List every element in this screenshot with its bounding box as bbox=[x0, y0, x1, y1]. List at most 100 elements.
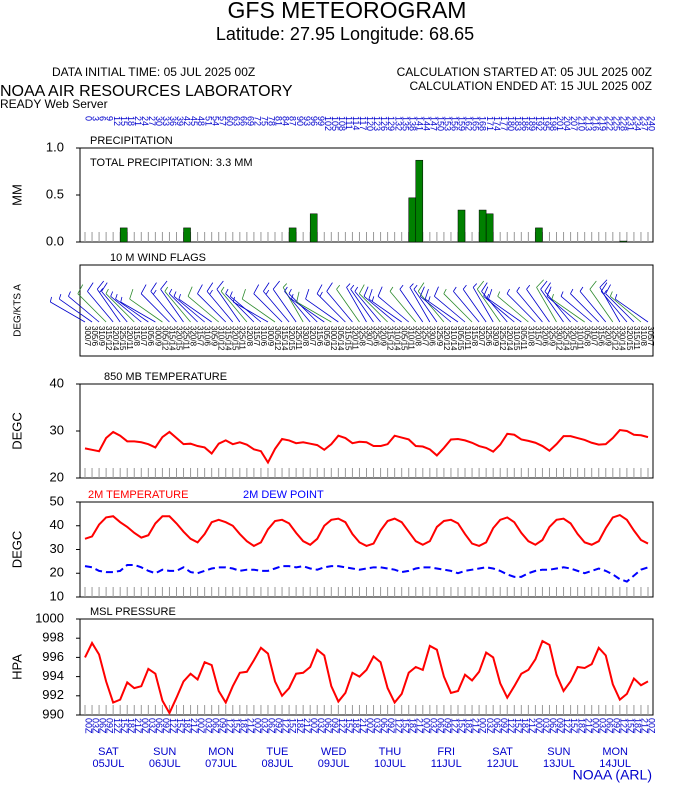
wind-label: 320/15 bbox=[231, 326, 240, 351]
bottom-hour-label: 18Z bbox=[633, 718, 643, 734]
wind-label: 320/9 bbox=[604, 326, 613, 347]
top-hour-label: 177 bbox=[499, 116, 509, 131]
wind-label: 325/9 bbox=[547, 326, 556, 347]
wind-barb bbox=[77, 284, 107, 323]
y-tick-label: 998 bbox=[42, 630, 64, 645]
wind-barb bbox=[350, 284, 374, 323]
top-hour-label: 18 bbox=[126, 116, 136, 126]
wind-barb bbox=[363, 286, 395, 323]
wind-barb bbox=[389, 286, 417, 323]
top-hour-label: 216 bbox=[590, 116, 600, 131]
bottom-hour-label: 03Z bbox=[597, 718, 607, 734]
top-hour-label: 51 bbox=[203, 116, 213, 126]
top-hour-label: 57 bbox=[217, 116, 227, 126]
wind-barb bbox=[305, 289, 339, 323]
bottom-hour-label: 03Z bbox=[203, 718, 213, 734]
wind-label: 305/15 bbox=[400, 326, 409, 351]
wind-barb bbox=[129, 289, 163, 323]
bottom-hour-label: 21Z bbox=[583, 718, 593, 734]
top-hour-label: 36 bbox=[168, 116, 178, 126]
precip-bar bbox=[457, 209, 466, 243]
wind-barb bbox=[368, 289, 402, 323]
y-tick-label: 20 bbox=[50, 469, 64, 484]
wind-barb bbox=[399, 284, 424, 323]
bottom-hour-label: 09Z bbox=[217, 718, 227, 734]
top-hour-label: 171 bbox=[485, 116, 495, 131]
date-label: 14JUL bbox=[599, 758, 631, 770]
footer: NOAA (ARL) bbox=[573, 767, 652, 783]
initial-time: DATA INITIAL TIME: 05 JUL 2025 00Z bbox=[52, 65, 255, 79]
wind-label: 330/8 bbox=[301, 326, 310, 347]
y-tick-label: 0.0 bbox=[46, 233, 64, 248]
bottom-hour-label: 06Z bbox=[267, 718, 277, 734]
bottom-hour-label: 15Z bbox=[513, 718, 523, 734]
wind-label: 320/6 bbox=[540, 326, 549, 347]
wind-barb bbox=[164, 286, 191, 323]
bottom-hour-label: 21Z bbox=[527, 718, 537, 734]
wind-barb bbox=[605, 284, 635, 323]
bottom-hour-label: 00Z bbox=[647, 718, 657, 734]
top-hour-label: 75 bbox=[260, 116, 270, 126]
bottom-hour-label: 18Z bbox=[295, 718, 305, 734]
wind-barb bbox=[120, 296, 156, 323]
bottom-hour-label: 09Z bbox=[443, 718, 453, 734]
top-hour-label: 141 bbox=[414, 116, 424, 131]
wind-barb bbox=[178, 293, 212, 323]
bottom-hour-label: 06Z bbox=[210, 718, 220, 734]
wind-barb bbox=[579, 286, 607, 323]
top-hour-label: 225 bbox=[611, 116, 621, 131]
bottom-hour-label: 00Z bbox=[590, 718, 600, 734]
series-line bbox=[84, 563, 649, 583]
wind-label: 315/7 bbox=[195, 326, 204, 347]
top-hour-label: 186 bbox=[520, 116, 530, 131]
bottom-hour-label: 03Z bbox=[541, 718, 551, 734]
y-tick-label: 30 bbox=[50, 541, 64, 556]
wind-barb bbox=[326, 282, 353, 323]
wind-label: 315/6 bbox=[597, 326, 606, 347]
bottom-hour-label: 12Z bbox=[281, 718, 291, 734]
bottom-hour-label: 15Z bbox=[288, 718, 298, 734]
bottom-hour-label: 12Z bbox=[337, 718, 347, 734]
wind-barb bbox=[417, 282, 445, 323]
wind-label: 310/6 bbox=[203, 326, 212, 347]
wind-label: 315/15 bbox=[343, 326, 352, 351]
top-hour-label: 39 bbox=[175, 116, 185, 126]
bottom-hour-label: 21Z bbox=[640, 718, 650, 734]
wind-barb bbox=[187, 286, 219, 323]
wind-label: 330/9 bbox=[491, 326, 500, 347]
bottom-hour-label: 06Z bbox=[98, 718, 108, 734]
top-hour-label: 198 bbox=[548, 116, 558, 131]
bottom-hour-label: 12Z bbox=[393, 718, 403, 734]
wind-barb bbox=[168, 288, 198, 323]
bottom-hour-label: 03Z bbox=[428, 718, 438, 734]
wind-barb bbox=[358, 284, 388, 323]
wind-label: 310/14 bbox=[449, 326, 458, 351]
bottom-hour-label: 09Z bbox=[330, 718, 340, 734]
wind-label: 315/12 bbox=[386, 326, 395, 351]
top-hour-label: 222 bbox=[604, 116, 614, 131]
bottom-hour-label: 06Z bbox=[154, 718, 164, 734]
top-hour-label: 99 bbox=[316, 116, 326, 126]
precip-bar bbox=[183, 227, 191, 243]
wind-barb bbox=[58, 293, 93, 323]
wind-label: 315/6 bbox=[315, 326, 324, 347]
wind-label: 315/14 bbox=[224, 326, 233, 351]
wind-label: 310/8 bbox=[639, 326, 648, 347]
wind-barb bbox=[225, 288, 255, 323]
y-tick-label: 40 bbox=[50, 517, 64, 532]
top-hour-label: 45 bbox=[189, 116, 199, 126]
wind-label: 300/9 bbox=[266, 326, 275, 347]
panel-frame bbox=[79, 264, 654, 357]
wind-label: 320/11 bbox=[125, 326, 134, 350]
top-hour-label: 219 bbox=[597, 116, 607, 131]
bottom-hour-label: 15Z bbox=[569, 718, 579, 734]
wind-label: 315/8 bbox=[132, 326, 141, 347]
wind-label: 325/6 bbox=[484, 326, 493, 347]
y-axis-label: DEG/KTS A bbox=[13, 284, 24, 337]
top-hour-label: 30 bbox=[154, 116, 164, 126]
date-label: 11JUL bbox=[431, 758, 462, 770]
date-label: 09JUL bbox=[318, 758, 350, 770]
wind-barb bbox=[140, 284, 170, 323]
wind-barb bbox=[206, 282, 234, 323]
